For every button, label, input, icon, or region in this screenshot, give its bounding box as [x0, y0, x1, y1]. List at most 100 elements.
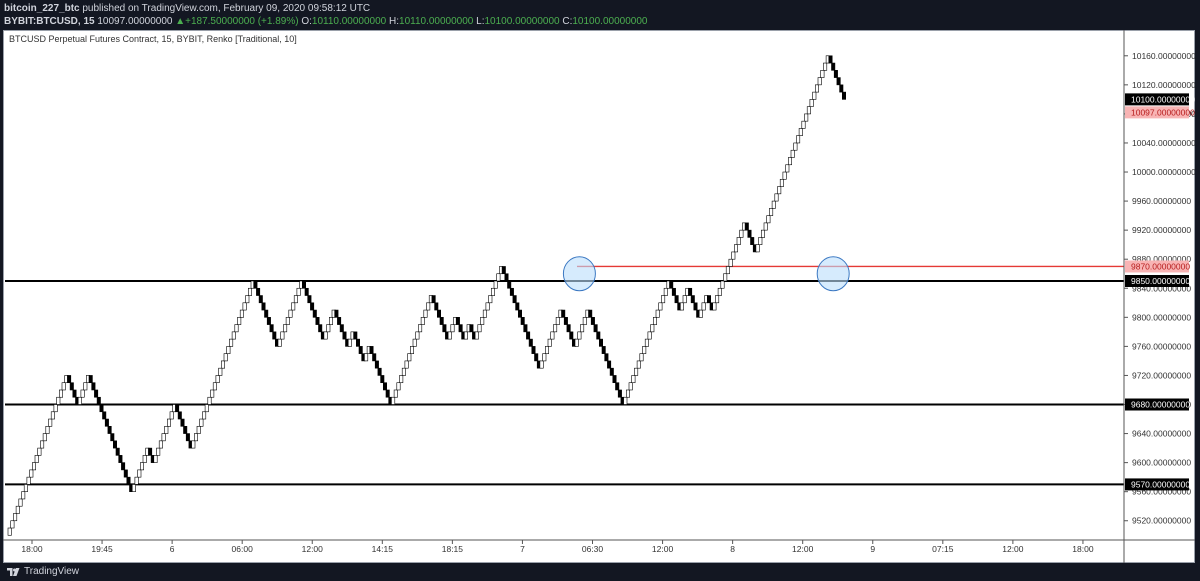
renko-brick	[239, 309, 244, 318]
renko-brick	[755, 244, 760, 253]
y-tick-label: 10040.00000000	[1132, 138, 1195, 148]
renko-brick	[399, 375, 404, 384]
level-price-box	[1125, 260, 1189, 273]
renko-brick	[72, 389, 77, 398]
renko-brick	[234, 324, 239, 333]
y-tick-label: 9880.00000000	[1132, 254, 1191, 264]
renko-chart[interactable]: BTCUSD Perpetual Futures Contract, 15, B…	[3, 30, 1195, 563]
renko-brick	[277, 338, 282, 347]
renko-brick	[731, 251, 736, 260]
renko-brick	[463, 331, 468, 340]
renko-brick	[283, 324, 288, 333]
renko-brick	[266, 317, 271, 325]
renko-brick	[304, 287, 309, 296]
renko-brick	[547, 338, 552, 347]
renko-brick	[158, 440, 163, 449]
renko-brick	[42, 433, 47, 442]
renko-brick	[169, 411, 174, 420]
low-label: L:	[476, 16, 485, 27]
renko-brick	[404, 360, 409, 369]
renko-brick	[458, 324, 463, 333]
renko-brick	[725, 266, 730, 275]
tradingview-logo-icon[interactable]	[6, 566, 21, 578]
level-price-label: 9850.00000000	[1131, 276, 1190, 286]
renko-brick	[693, 302, 698, 311]
renko-brick	[652, 317, 657, 325]
renko-brick	[690, 295, 695, 304]
renko-brick	[766, 215, 771, 224]
renko-brick	[104, 418, 109, 427]
renko-brick	[140, 462, 145, 471]
renko-brick	[542, 353, 547, 362]
renko-brick	[99, 404, 104, 413]
renko-brick	[528, 338, 533, 347]
renko-brick	[431, 295, 436, 304]
highlight-circle[interactable]	[562, 256, 596, 292]
renko-brick	[377, 367, 382, 376]
renko-brick	[723, 273, 728, 282]
renko-brick	[706, 295, 711, 304]
renko-brick	[323, 331, 328, 340]
renko-brick	[45, 425, 50, 434]
renko-brick	[215, 375, 220, 384]
level-price-label: 9870.00000000	[1131, 261, 1190, 271]
renko-brick	[728, 258, 733, 267]
renko-brick	[490, 287, 495, 296]
renko-brick	[804, 113, 809, 122]
y-tick-label: 9520.00000000	[1132, 516, 1191, 526]
x-tick-label: 7	[520, 544, 525, 554]
time-axis[interactable]: 18:00 19:45 6 06:00 12:00 14:15 18:15 7 06:30 12:…	[3, 539, 1195, 554]
renko-brick	[312, 309, 317, 318]
renko-brick	[102, 411, 107, 420]
renko-brick	[512, 295, 517, 304]
renko-brick	[148, 447, 153, 456]
chart-title: BTCUSD Perpetual Futures Contract, 15, B…	[9, 34, 297, 44]
renko-brick	[56, 396, 61, 405]
renko-brick	[733, 244, 738, 253]
publication-header: bitcoin_227_btc published on TradingView…	[0, 0, 1200, 30]
author-name[interactable]: bitcoin_227_btc	[4, 3, 80, 14]
renko-brick	[77, 396, 82, 405]
renko-brick	[809, 99, 814, 107]
renko-brick	[69, 382, 74, 391]
renko-brick	[153, 455, 158, 463]
symbol-name[interactable]: BYBIT:BTCUSD, 15	[4, 16, 95, 27]
renko-brick	[774, 193, 779, 202]
renko-brick	[21, 491, 26, 500]
renko-brick	[607, 360, 612, 369]
renko-brick	[812, 91, 817, 100]
low-value: 10100.00000000	[484, 16, 560, 27]
y-tick-label: 9560.00000000	[1132, 487, 1191, 497]
renko-brick	[671, 287, 676, 296]
renko-brick	[261, 302, 266, 311]
renko-brick	[199, 418, 204, 427]
tradingview-brand[interactable]: TradingView	[24, 566, 80, 577]
renko-brick	[833, 70, 838, 78]
renko-brick	[272, 331, 277, 340]
renko-brick	[831, 62, 836, 71]
renko-brick	[382, 382, 387, 391]
renko-brick	[806, 106, 811, 115]
renko-brick	[161, 433, 166, 442]
renko-brick	[769, 208, 774, 216]
renko-brick	[7, 527, 12, 536]
renko-brick	[717, 287, 722, 296]
renko-brick	[88, 375, 93, 384]
highlight-circle[interactable]	[816, 256, 850, 292]
renko-brick	[644, 338, 649, 347]
renko-brick	[131, 484, 136, 492]
x-tick-label: 12:00	[1002, 544, 1024, 554]
renko-brick	[455, 317, 460, 325]
renko-brick	[218, 367, 223, 376]
renko-brick	[480, 317, 485, 325]
y-tick-label: 10120.00000000	[1132, 80, 1195, 90]
renko-brick	[782, 171, 787, 180]
price-axis[interactable]: 9520.00000000 9560.00000000 9600.00000000 9…	[1123, 30, 1195, 563]
renko-brick	[841, 91, 846, 100]
renko-brick	[372, 353, 377, 362]
renko-brick	[771, 200, 776, 209]
publication-line: bitcoin_227_btc published on TradingView…	[4, 3, 370, 14]
renko-brick	[439, 317, 444, 325]
renko-brick	[353, 331, 358, 340]
renko-brick	[334, 309, 339, 318]
